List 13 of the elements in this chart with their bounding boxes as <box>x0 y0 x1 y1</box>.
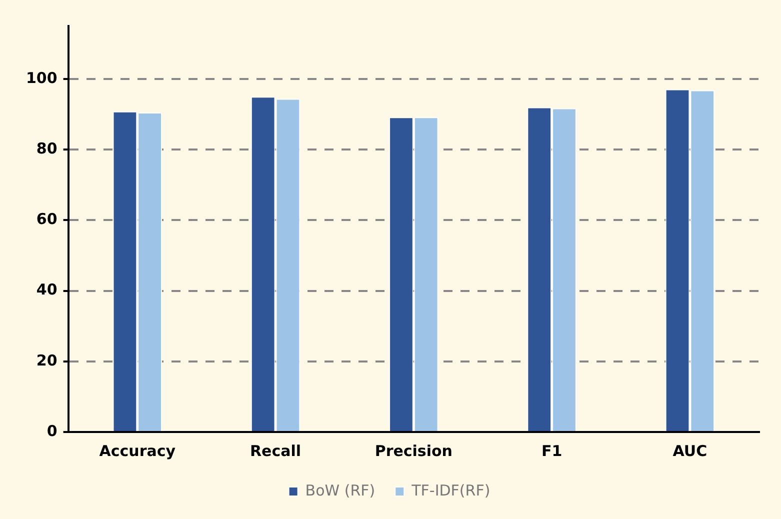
y-tick-label: 60 <box>36 210 58 228</box>
x-tick-label: AUC <box>672 442 708 460</box>
x-tick-label: Recall <box>250 442 302 460</box>
y-tick-label: 20 <box>36 351 58 370</box>
legend-label: BoW (RF) <box>305 481 376 500</box>
legend-label: TF-IDF(RF) <box>410 481 490 500</box>
x-tick-label: Accuracy <box>99 442 176 460</box>
x-tick-label: F1 <box>541 442 562 460</box>
y-tick-label: 100 <box>26 68 58 87</box>
y-tick-label: 80 <box>36 139 58 158</box>
y-tick-label: 0 <box>46 422 58 440</box>
x-tick-label: Precision <box>374 442 452 460</box>
y-tick-label: 40 <box>36 280 58 299</box>
